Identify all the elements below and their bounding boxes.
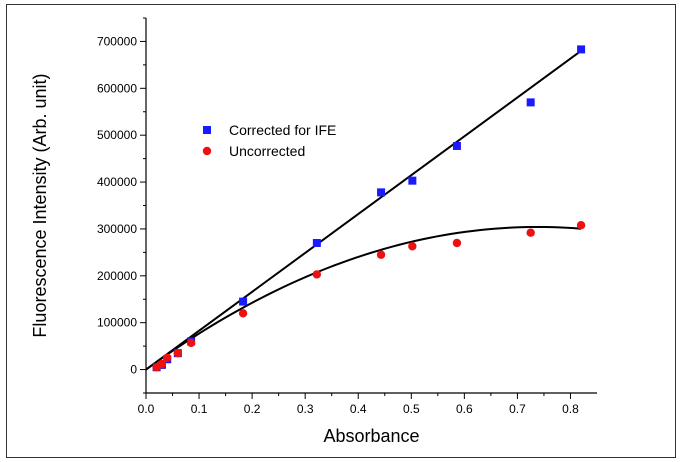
- y-tick-label: 200000: [97, 269, 137, 283]
- point-series-0: [408, 176, 417, 185]
- x-tick-label: 0.2: [244, 402, 261, 416]
- x-tick-label: 0.3: [297, 402, 314, 416]
- legend-label-0: Corrected for IFE: [229, 122, 336, 138]
- point-series-0: [452, 141, 461, 150]
- legend-marker-0: [203, 126, 211, 134]
- x-tick-label: 0.1: [191, 402, 208, 416]
- point-series-0: [526, 98, 535, 107]
- point-series-1: [238, 309, 248, 318]
- point-series-1: [163, 353, 172, 363]
- figure-frame: [6, 4, 676, 458]
- legend: Corrected for IFE Uncorrected: [202, 122, 336, 159]
- y-tick-label: 400000: [97, 175, 137, 189]
- point-series-0: [377, 188, 386, 197]
- point-series-1: [526, 228, 535, 237]
- legend-marker-1: [202, 146, 212, 156]
- point-series-1: [576, 220, 586, 230]
- x-tick-label: 0.6: [456, 402, 473, 416]
- point-series-1: [408, 242, 417, 251]
- y-tick-label: 100000: [97, 316, 137, 330]
- x-tick-label: 0.5: [403, 402, 420, 416]
- y-tick-label: 700000: [97, 34, 137, 48]
- fit-line-0: [145, 50, 582, 371]
- point-series-1: [173, 348, 183, 358]
- y-tick-label: 300000: [97, 222, 137, 236]
- data-points: [152, 45, 586, 372]
- axes: 0.0 0.1 0.2 0.3 0.4 0.5 0.6 0.7 0.8 0 100000 200000…: [97, 17, 597, 416]
- point-series-1: [452, 238, 462, 248]
- point-series-1: [312, 270, 322, 279]
- point-series-0: [239, 297, 248, 306]
- point-series-1: [157, 359, 167, 369]
- y-tick-label: 500000: [97, 128, 137, 142]
- point-series-0: [312, 239, 321, 247]
- fit-curve-1: [145, 225, 582, 371]
- x-tick-label: 0.4: [350, 402, 367, 416]
- y-axis-title: Fluorescence Intensity (Arb. unit): [30, 73, 50, 337]
- y-tick-label: 600000: [97, 81, 137, 95]
- x-tick-label: 0.7: [509, 402, 526, 416]
- x-tick-label: 0.8: [562, 402, 579, 416]
- y-tick-label: 0: [130, 363, 137, 377]
- point-series-1: [186, 338, 196, 348]
- point-series-1: [376, 250, 386, 259]
- point-series-0: [577, 45, 586, 54]
- x-axis-title: Absorbance: [323, 426, 419, 446]
- legend-label-1: Uncorrected: [229, 143, 305, 159]
- fit-lines: [145, 50, 582, 371]
- x-tick-label: 0.0: [138, 402, 155, 416]
